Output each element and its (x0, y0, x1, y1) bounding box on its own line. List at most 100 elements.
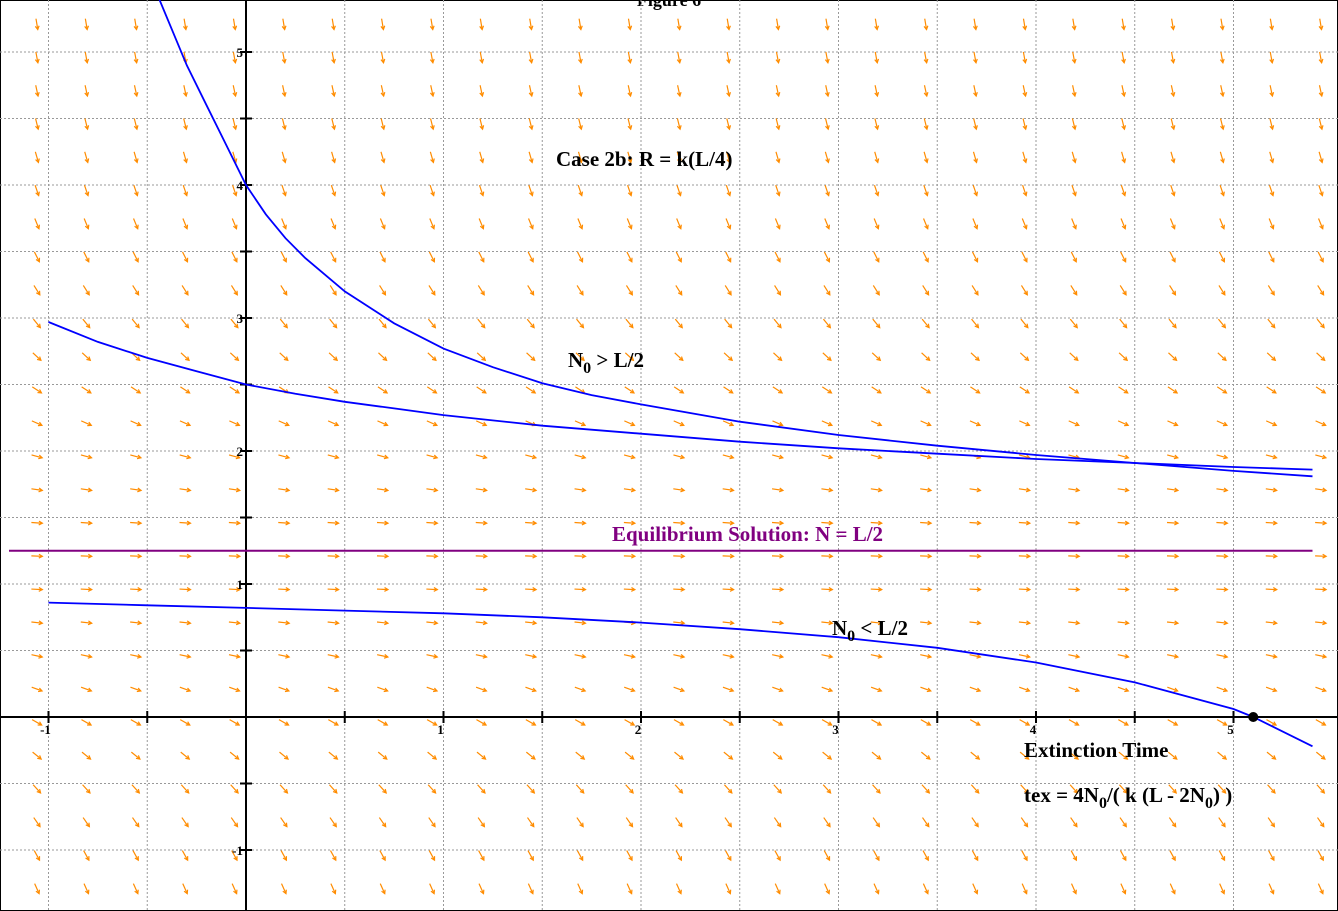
field-arrow (1267, 285, 1275, 296)
field-arrow (772, 386, 784, 394)
field-arrow-head (529, 290, 535, 296)
field-arrow-head (430, 158, 435, 164)
field-arrow-head (334, 520, 340, 526)
field-arrow (726, 151, 732, 164)
field-arrow-shaft (526, 817, 535, 827)
field-arrow-shaft (131, 817, 140, 827)
field-arrow-head (34, 58, 40, 64)
field-arrow (576, 817, 584, 828)
field-arrow-shaft (973, 18, 977, 30)
field-arrow (378, 318, 387, 329)
field-arrow-head (133, 58, 139, 64)
field-arrow-shaft (1068, 654, 1080, 658)
y-tick-label: -1 (232, 843, 243, 858)
field-arrow-shaft (1070, 850, 1077, 861)
field-arrow-head (85, 257, 90, 263)
field-arrow (182, 18, 188, 31)
field-arrow-shaft (1168, 817, 1177, 827)
field-arrow-head (282, 889, 287, 895)
field-arrow-shaft (722, 521, 734, 524)
field-arrow (722, 487, 735, 493)
field-arrow-shaft (180, 386, 190, 394)
field-arrow-head (186, 653, 192, 659)
field-arrow-head (827, 687, 834, 693)
field-arrow-shaft (574, 686, 586, 692)
field-arrow-head (975, 389, 981, 394)
field-arrow-shaft (1318, 85, 1323, 97)
field-arrow-shaft (1166, 588, 1179, 591)
field-arrow-head (1023, 323, 1029, 329)
field-arrow (281, 218, 287, 230)
field-arrow (970, 352, 980, 362)
field-arrow-head (1318, 25, 1324, 31)
field-arrow-head (680, 553, 686, 559)
field-arrow-shaft (278, 621, 290, 624)
field-arrow (181, 285, 189, 296)
field-arrow (724, 285, 732, 296)
field-arrow-shaft (330, 883, 336, 894)
field-arrow (973, 51, 978, 64)
field-arrow-head (1072, 191, 1077, 197)
field-arrow-head (729, 587, 735, 592)
field-arrow-shaft (723, 352, 733, 361)
field-arrow (1315, 620, 1328, 626)
field-arrow-shaft (675, 817, 683, 827)
field-arrow-shaft (722, 686, 734, 692)
field-arrow-head (1173, 389, 1179, 394)
field-arrow-head (35, 125, 40, 131)
field-arrow-shaft (920, 621, 932, 624)
field-arrow-head (184, 290, 189, 296)
field-arrow-head (1220, 191, 1225, 197)
field-arrow (775, 184, 781, 197)
field-arrow (528, 151, 534, 164)
field-arrow (232, 118, 238, 131)
field-arrow (1315, 653, 1328, 659)
field-arrow-head (333, 389, 339, 394)
field-arrow-head (433, 454, 439, 460)
field-arrow (378, 352, 388, 362)
field-arrow-shaft (31, 521, 43, 524)
field-arrow-shaft (34, 151, 39, 163)
field-arrow-head (975, 356, 980, 362)
field-arrow-shaft (1117, 686, 1129, 692)
field-arrow-shaft (330, 184, 336, 196)
field-arrow-shaft (578, 18, 582, 30)
field-arrow-head (1321, 389, 1327, 394)
field-arrow-head (182, 25, 188, 31)
field-arrow-shaft (821, 488, 833, 491)
field-arrow-head (973, 257, 979, 263)
field-arrow-head (1075, 487, 1081, 493)
field-arrow-shaft (231, 850, 238, 861)
field-arrow-head (729, 620, 735, 626)
field-arrow-shaft (1266, 719, 1277, 726)
field-arrow-shaft (31, 654, 43, 658)
field-arrow (1070, 850, 1077, 862)
field-arrow-shaft (331, 118, 336, 130)
field-arrow-shaft (377, 420, 388, 426)
field-arrow-head (678, 755, 684, 760)
field-arrow-shaft (1021, 251, 1028, 263)
field-arrow (824, 51, 830, 64)
field-arrow-shaft (1218, 850, 1226, 861)
field-arrow-head (1272, 721, 1278, 726)
field-arrow-shaft (971, 817, 979, 827)
field-arrow (673, 520, 686, 526)
field-arrow (724, 318, 733, 329)
field-arrow (773, 784, 783, 794)
field-arrow-shaft (280, 817, 288, 827)
field-arrow-shaft (1269, 85, 1273, 97)
field-arrow-shaft (525, 621, 537, 624)
field-arrow-head (185, 755, 191, 760)
y-tick-label: 5 (237, 45, 244, 60)
field-arrow-head (1270, 788, 1276, 794)
field-arrow-head (1122, 290, 1127, 296)
annotation-extinction: Extinction Time (1024, 738, 1169, 762)
field-arrow (1118, 751, 1129, 760)
field-arrow-shaft (725, 218, 731, 229)
field-arrow (181, 318, 190, 329)
field-arrow-shaft (80, 654, 92, 658)
field-arrow-head (777, 788, 783, 794)
field-arrow-head (779, 553, 785, 559)
field-arrow (427, 751, 438, 760)
field-arrow-head (627, 58, 633, 64)
